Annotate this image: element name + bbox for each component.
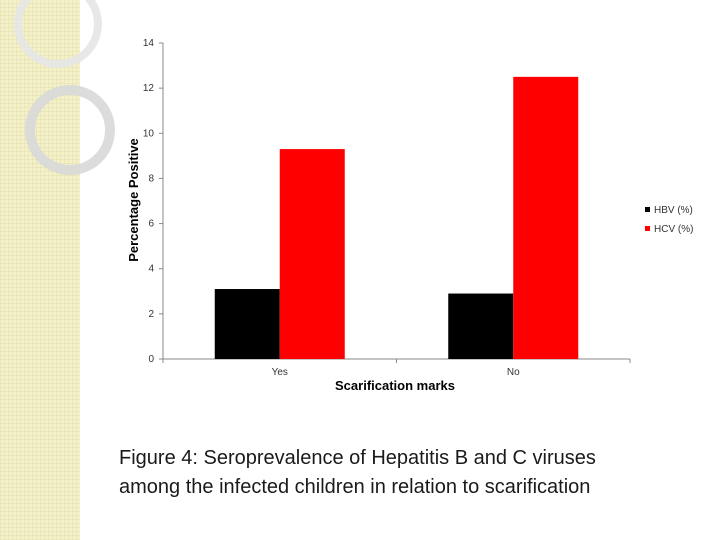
y-axis-title: Percentage Positive (126, 138, 141, 262)
x-tick-label: Yes (272, 367, 288, 378)
y-tick-label: 0 (148, 354, 154, 365)
legend: HBV (%) HCV (%) (645, 205, 693, 235)
x-axis: Yes No (162, 358, 631, 378)
y-tick-label: 10 (143, 128, 155, 139)
bar-hbv-yes (214, 289, 280, 359)
legend-swatch (645, 226, 650, 231)
bars (214, 76, 579, 359)
y-tick-label: 14 (143, 38, 155, 49)
figure-caption: Figure 4: Seroprevalence of Hepatitis B … (119, 444, 709, 502)
bar-chart: 0 2 4 6 8 10 12 14 Yes No Percentage Positive Sc… (126, 38, 693, 393)
y-tick-label: 2 (148, 309, 154, 320)
y-tick-label: 8 (148, 173, 154, 184)
bar-hcv-no (513, 76, 579, 359)
caption-line-2: among the infected children in relation … (119, 476, 591, 498)
x-tick-label: No (507, 367, 520, 378)
y-axis: 0 2 4 6 8 10 12 14 (143, 38, 164, 365)
caption-line-1: Figure 4: Seroprevalence of Hepatitis B … (119, 447, 596, 469)
y-tick-label: 6 (148, 219, 154, 230)
decorative-rings (14, 0, 115, 175)
legend-swatch (645, 207, 650, 212)
legend-label: HCV (%) (654, 224, 693, 235)
y-tick-label: 12 (143, 83, 155, 94)
x-axis-title: Scarification marks (335, 378, 455, 393)
legend-label: HBV (%) (654, 205, 693, 216)
bar-hbv-no (448, 293, 514, 359)
y-tick-label: 4 (148, 264, 154, 275)
bar-hcv-yes (279, 149, 345, 359)
